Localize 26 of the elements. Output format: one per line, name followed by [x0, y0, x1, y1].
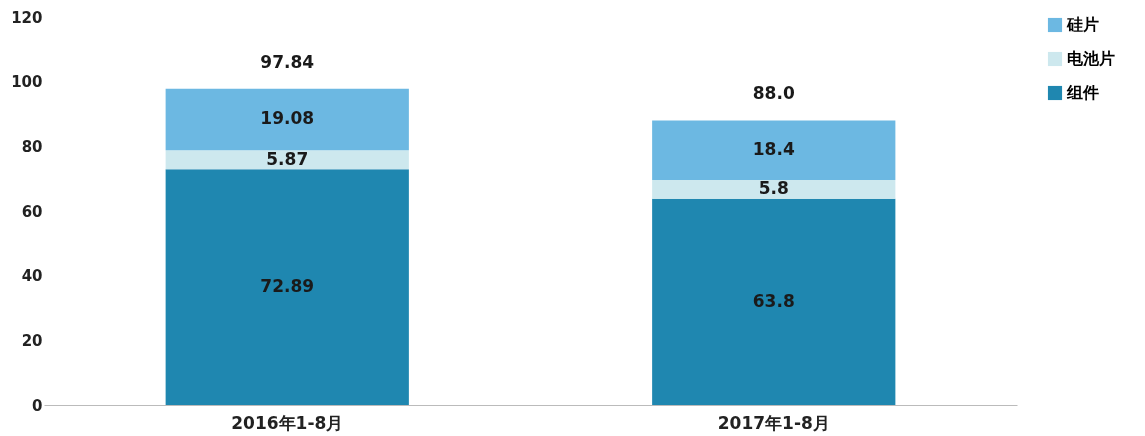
- legend-label: 组件: [1066, 83, 1099, 102]
- data-label: 19.08: [260, 108, 315, 129]
- bar: [165, 88, 409, 151]
- y-tick-label: 100: [11, 73, 43, 92]
- total-label: 88.0: [752, 83, 795, 104]
- data-label: 5.8: [758, 178, 789, 199]
- bar: [652, 179, 896, 199]
- data-label: 63.8: [752, 290, 795, 311]
- y-tick-label: 80: [21, 137, 43, 156]
- data-label: 18.4: [752, 139, 795, 160]
- data-label: 72.89: [260, 276, 315, 297]
- legend-label: 硅片: [1066, 15, 1099, 34]
- x-tick-label: 2017年1-8月: [717, 412, 830, 433]
- y-tick-label: 120: [11, 8, 43, 27]
- bar: [165, 150, 409, 170]
- data-label: 5.87: [266, 148, 309, 169]
- y-tick-label: 0: [32, 396, 43, 415]
- y-tick-label: 40: [21, 267, 43, 286]
- total-label: 97.84: [260, 51, 315, 72]
- bar: [652, 120, 896, 180]
- bar: [652, 198, 896, 405]
- x-tick-label: 2016年1-8月: [231, 412, 344, 433]
- bar: [165, 169, 409, 405]
- y-tick-label: 20: [21, 331, 43, 350]
- legend-label: 电池片: [1067, 49, 1115, 68]
- y-tick-label: 60: [21, 202, 43, 221]
